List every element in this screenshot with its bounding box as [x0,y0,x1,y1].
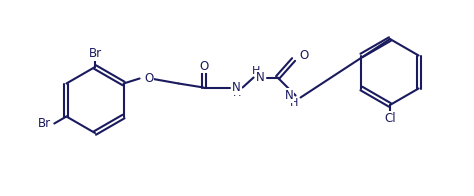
Text: Cl: Cl [384,112,396,125]
Text: Br: Br [89,47,101,60]
Text: N: N [285,89,293,102]
Text: H: H [232,89,241,99]
Text: O: O [145,72,154,85]
Text: H: H [290,97,298,107]
Text: O: O [199,60,208,73]
Text: N: N [255,71,264,84]
Text: N: N [232,81,241,94]
Text: H: H [251,65,260,75]
Text: O: O [300,49,309,62]
Text: Br: Br [38,117,51,130]
